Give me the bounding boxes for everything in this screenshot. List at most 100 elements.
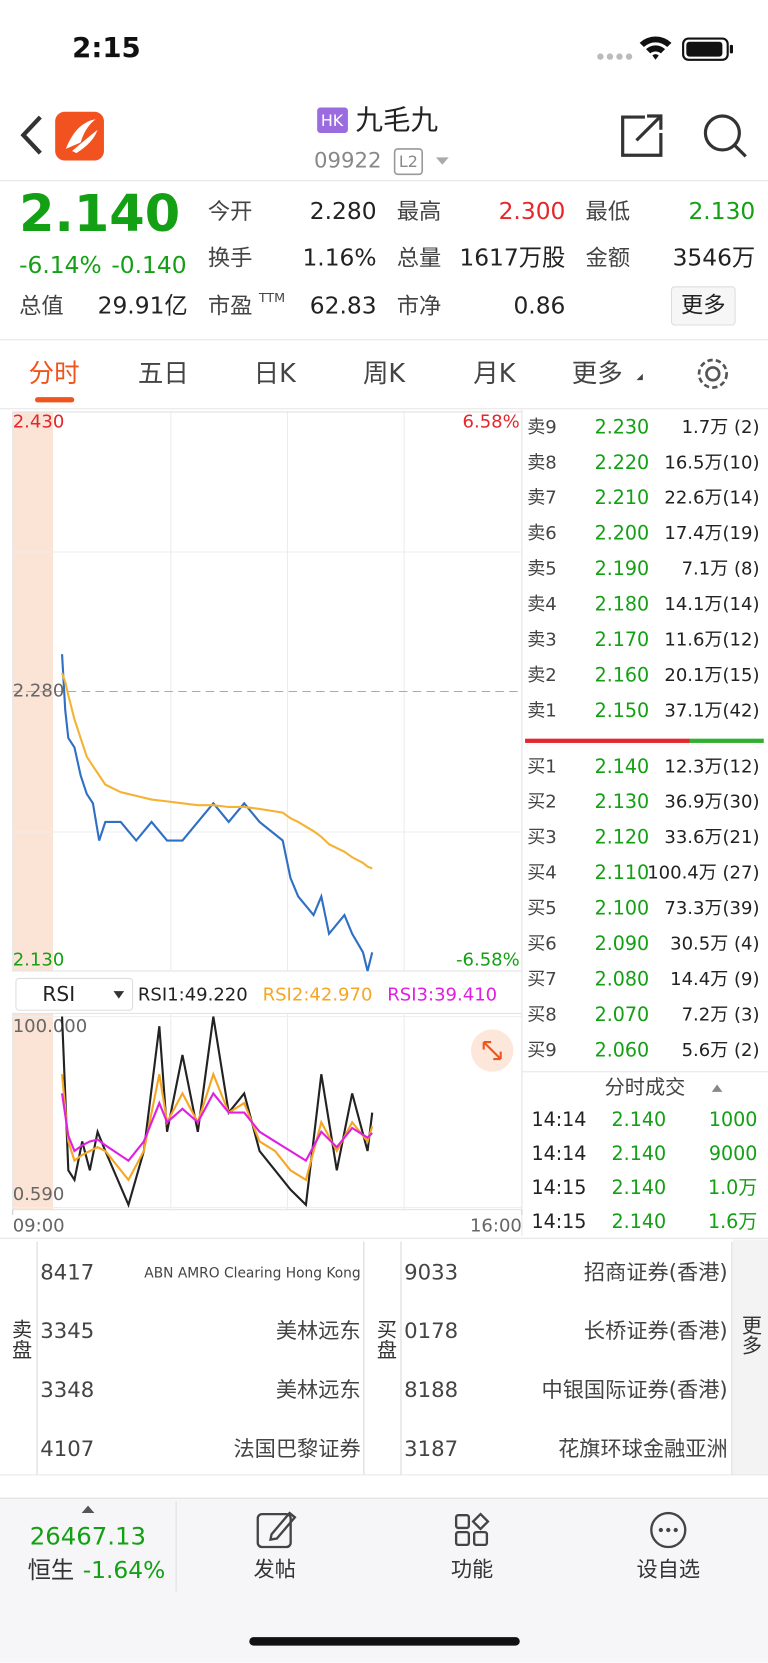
nav-icons[interactable] [256, 1511, 687, 1549]
book-volume: 7.1万 (8) [682, 559, 760, 580]
broker-name: 美林远东 [276, 1378, 361, 1403]
book-volume: 11.6万(12) [664, 629, 759, 650]
dropdown-arrow[interactable] [113, 991, 125, 999]
broker-name: 花旗环球金融亚洲 [558, 1437, 728, 1462]
stat-label: 今开 [208, 199, 253, 225]
tab-more-arrow [636, 373, 643, 381]
book-label: 买2 [527, 792, 556, 813]
book-volume: 37.1万(42) [664, 700, 759, 721]
search-button[interactable] [703, 114, 747, 158]
more-button[interactable] [670, 286, 736, 326]
y-tick-label: 2.280 [13, 680, 65, 701]
broker-name: 中银国际证券(香港) [542, 1378, 728, 1403]
sort-arrow[interactable] [711, 1084, 723, 1092]
book-price: 2.100 [595, 897, 650, 920]
book-volume: 12.3万(12) [664, 756, 759, 777]
expand-arrow[interactable] [81, 1505, 95, 1514]
tick-volume: 1000 [709, 1108, 758, 1131]
book-volume: 17.4万(19) [664, 523, 759, 544]
indicator-select[interactable] [15, 977, 134, 1011]
book-price: 2.130 [595, 790, 650, 813]
stat-label: 金额 [586, 246, 631, 272]
broker-code: 4107 [40, 1437, 94, 1462]
change-pct: -6.14% [19, 251, 102, 279]
book-price: 2.110 [595, 861, 650, 884]
index-change: -1.64% [83, 1556, 166, 1584]
tab[interactable]: 五日 [138, 359, 189, 389]
broker-code: 3345 [40, 1319, 94, 1344]
book-volume: 7.2万 (3) [682, 1004, 760, 1025]
stat-value: 2.300 [499, 197, 566, 225]
stat-value: 2.280 [310, 197, 377, 225]
stat-value: 2.130 [688, 197, 755, 225]
broker-code: 0178 [404, 1319, 458, 1344]
book-label: 买1 [527, 756, 556, 777]
book-price: 2.150 [595, 699, 650, 722]
book-volume: 16.5万(10) [664, 452, 759, 473]
tick-time: 14:15 [531, 1176, 586, 1199]
price-line [60, 654, 374, 972]
book-label: 卖7 [527, 488, 556, 509]
level-badge [393, 148, 423, 176]
tick-volume: 1.6万 [708, 1210, 757, 1233]
broker-name: 美林远东 [276, 1319, 361, 1344]
nav-label[interactable]: 设自选 [636, 1557, 700, 1582]
status-icons [597, 36, 733, 61]
share-button[interactable] [621, 114, 663, 157]
index-name: 恒生 [28, 1556, 75, 1584]
y-tick-label: 100.000 [13, 1016, 88, 1037]
tick-time: 14:14 [531, 1142, 586, 1165]
market-badge [317, 107, 348, 133]
tick-time: 14:15 [531, 1210, 586, 1233]
tab[interactable]: 日K [254, 359, 297, 389]
y-tick-label: 2.130 [13, 949, 65, 970]
broker-name: ABN AMRO Clearing Hong Kong [144, 1265, 360, 1281]
y-tick-label: 0.590 [13, 1184, 65, 1205]
dropdown-arrow[interactable] [435, 157, 449, 165]
x-tick-label: 09:00 [13, 1216, 65, 1237]
broker-more-bg[interactable] [732, 1239, 768, 1475]
book-label: 买5 [527, 898, 556, 919]
book-price: 2.080 [595, 967, 650, 990]
tab[interactable]: 更多 [572, 359, 623, 389]
book-volume: 33.6万(21) [664, 827, 759, 848]
change: -0.140 [111, 251, 186, 279]
bid-bar [689, 738, 764, 743]
nav-label[interactable]: 功能 [451, 1557, 493, 1582]
more-label[interactable]: 更多 [738, 1315, 762, 1355]
book-price: 2.120 [595, 826, 650, 849]
broker-code: 9033 [404, 1260, 458, 1285]
settings-button[interactable] [697, 358, 728, 389]
book-price: 2.220 [595, 451, 650, 474]
book-price: 2.190 [595, 557, 650, 580]
broker-name: 招商证券(香港) [584, 1260, 728, 1285]
book-label: 买8 [527, 1004, 556, 1025]
stat-label: 市净 [397, 293, 442, 319]
y-tick-label: 2.430 [13, 412, 65, 433]
back-button[interactable] [20, 115, 42, 155]
book-label: 卖6 [527, 523, 556, 544]
book-volume: 22.6万(14) [664, 488, 759, 509]
footer-bg [0, 1498, 768, 1663]
nav-label[interactable]: 发帖 [254, 1557, 296, 1582]
book-price: 2.140 [595, 755, 650, 778]
tick-price: 2.140 [612, 1176, 667, 1199]
tab[interactable]: 分时 [29, 359, 80, 389]
book-label: 卖9 [527, 417, 556, 438]
market-badge-text: HK [321, 111, 344, 130]
book-volume: 100.4万 (27) [647, 863, 759, 884]
tab-indicator [35, 397, 75, 403]
broker-code: 8417 [40, 1260, 94, 1285]
book-label: 卖4 [527, 594, 556, 615]
stat-label: 最低 [586, 199, 631, 225]
broker-code: 8188 [404, 1378, 458, 1403]
expand-button[interactable] [470, 1029, 514, 1072]
tab[interactable]: 月K [473, 359, 516, 389]
stat-label: 总量 [397, 246, 442, 272]
tab[interactable]: 周K [363, 359, 406, 389]
stat-label: 市盈 [208, 293, 253, 319]
book-price: 2.090 [595, 932, 650, 955]
book-label: 卖3 [527, 629, 556, 650]
book-label: 卖8 [527, 452, 556, 473]
